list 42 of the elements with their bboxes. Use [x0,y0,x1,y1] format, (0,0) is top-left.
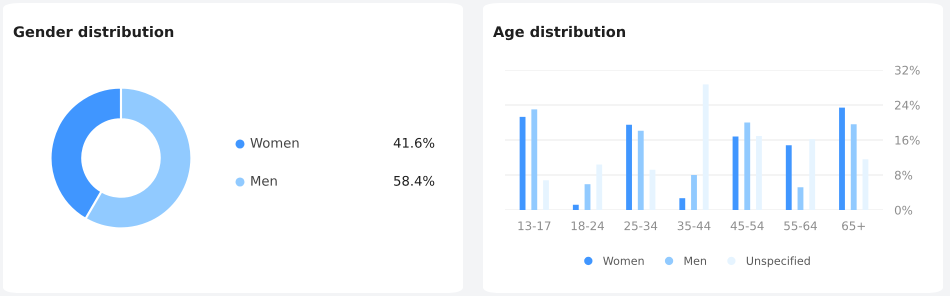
bar [744,122,750,210]
bar [691,175,697,210]
x-tick-label: 55-64 [784,221,817,230]
bar [839,108,845,210]
bar [650,170,656,210]
data-label: 58.4% [394,176,434,186]
x-tick-label: 13-17 [518,221,550,230]
bar [756,136,762,210]
legend-label: Unspecified [746,256,810,268]
y-tick-label: 24% [894,100,920,110]
y-tick-label: 32% [895,66,920,75]
bar [786,145,792,210]
legend-label: Women [603,256,644,265]
x-tick-label: 65+ [842,221,865,230]
bar [638,130,644,210]
chart-title: Gender distribution [14,26,174,38]
data-label: 41.6% [394,138,434,148]
y-tick-label: 16% [895,136,920,145]
legend-label: Women [250,138,299,148]
x-tick-label: 25-34 [624,221,658,230]
bar [584,184,590,210]
chart-title: Age distribution [493,26,626,40]
bar [732,136,738,210]
bar [679,198,686,210]
y-tick-label: 8% [894,170,912,180]
bar [596,164,602,210]
bar [862,159,868,210]
x-tick-label: 45-54 [730,221,764,230]
y-tick-label: 0% [894,206,912,215]
legend-label: Men [251,176,277,186]
bar [520,116,526,210]
bar [531,109,538,210]
bar [798,187,804,210]
bar [702,84,709,210]
bar [809,139,816,210]
x-tick-label: 18-24 [572,221,604,230]
bar [543,180,549,210]
bar [626,124,632,210]
legend-label: Men [684,256,706,265]
x-tick-label: 35-44 [678,221,710,230]
bar [572,204,579,210]
bar [850,124,857,210]
